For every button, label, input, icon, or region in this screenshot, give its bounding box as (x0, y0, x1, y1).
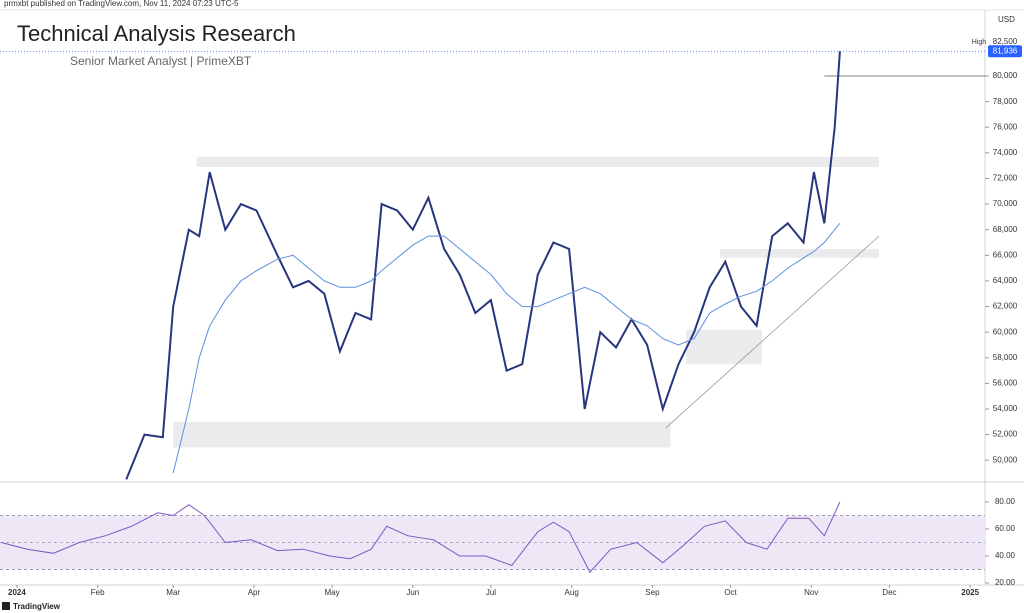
logo-icon (2, 602, 10, 610)
y-tick-label: 60,000 (993, 327, 1018, 336)
currency: USD (998, 15, 1015, 24)
series-line (1, 501, 841, 574)
last-price-box (988, 45, 1022, 58)
trendline (665, 235, 880, 429)
y-tick-label: 50,000 (993, 455, 1018, 464)
subtitle: Senior Market Analyst | PrimeXBT (70, 54, 252, 68)
x-tick-label: Jun (406, 588, 419, 597)
x-tick-label: Sep (645, 588, 660, 597)
y-tick-label: 80.00 (995, 497, 1016, 506)
y-tick-label: 72,000 (993, 174, 1018, 183)
y-tick-label: 74,000 (993, 148, 1018, 157)
x-tick-label: Dec (882, 588, 896, 597)
y-tick-label: 56,000 (993, 378, 1018, 387)
y-tick-label: 66,000 (993, 250, 1018, 259)
x-tick-label: Mar (166, 588, 180, 597)
zone (720, 248, 879, 258)
y-tick-label: 54,000 (993, 404, 1018, 413)
x-tick-label: Jul (486, 588, 496, 597)
x-tick-label: May (325, 588, 340, 597)
y-tick-label: 52,000 (993, 430, 1018, 439)
y-tick-label: 20.00 (995, 578, 1016, 587)
series-line (172, 222, 841, 474)
x-tick-label: Feb (91, 588, 105, 597)
x-tick-label: 2025 (961, 588, 979, 597)
zone (173, 421, 671, 448)
x-tick-label: Oct (724, 588, 737, 597)
series-line (125, 51, 841, 480)
x-tick-label: Apr (248, 588, 261, 597)
byline: prmxbt published on TradingView.com, Nov… (4, 0, 239, 8)
y-tick-label: 76,000 (993, 122, 1018, 131)
y-tick-label: 64,000 (993, 276, 1018, 285)
last-price-label: 81,936 (993, 46, 1018, 55)
footer: TradingView (13, 602, 61, 611)
high-tag: High (972, 39, 987, 46)
y-tick-label: 40.00 (995, 551, 1016, 560)
y-tick-label: 58,000 (993, 353, 1018, 362)
y-tick-label: 80,000 (993, 71, 1018, 80)
x-tick-label: 2024 (8, 588, 26, 597)
x-tick-label: Nov (804, 588, 818, 597)
y-tick-label: 68,000 (993, 225, 1018, 234)
y-tick-label: 60.00 (995, 524, 1016, 533)
zone (196, 156, 879, 167)
high-value: 82,500 (993, 37, 1018, 46)
title: Technical Analysis Research (17, 21, 296, 46)
x-tick-label: Aug (565, 588, 579, 597)
zone (686, 329, 762, 365)
y-tick-label: 70,000 (993, 199, 1018, 208)
y-tick-label: 62,000 (993, 302, 1018, 311)
y-tick-label: 78,000 (993, 97, 1018, 106)
